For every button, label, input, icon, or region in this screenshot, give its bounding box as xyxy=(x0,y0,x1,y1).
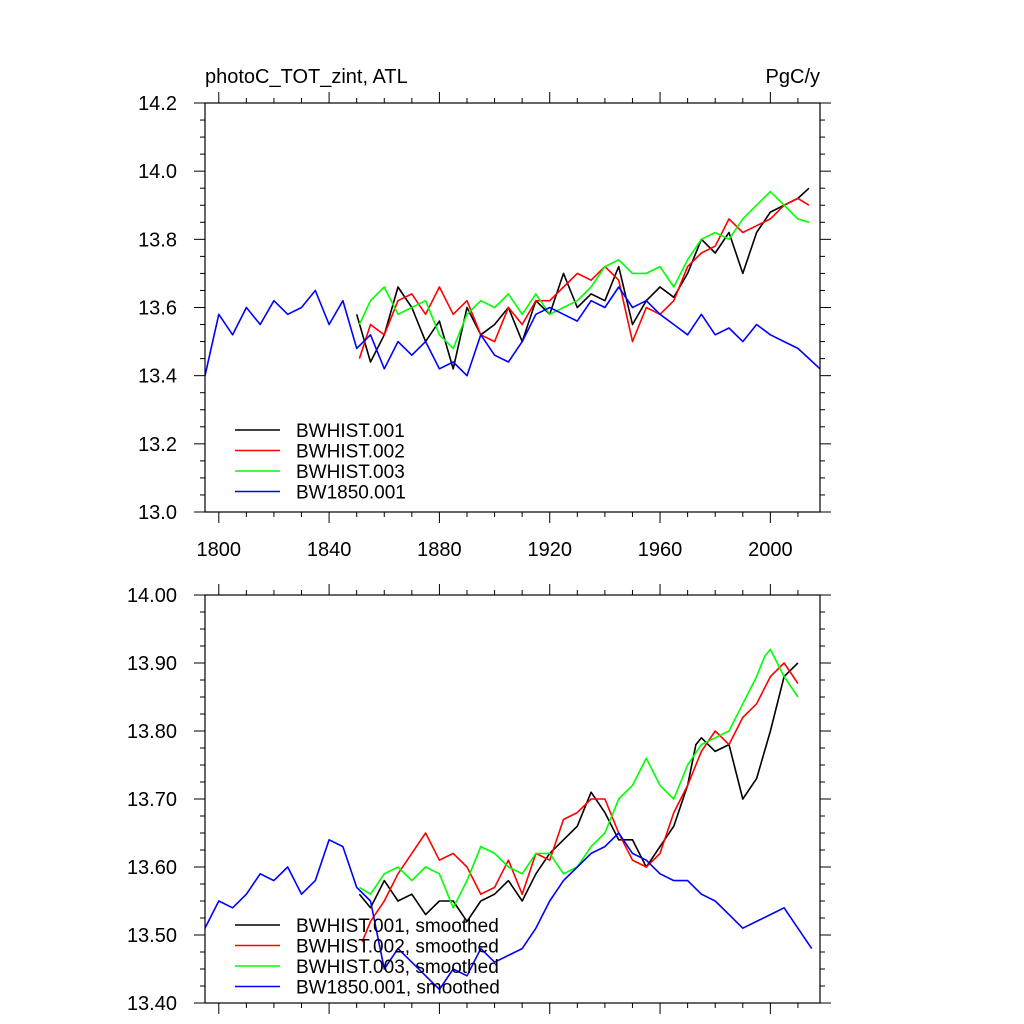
x-tick-label: 1800 xyxy=(197,539,242,561)
x-tick-label: 1840 xyxy=(307,539,352,561)
legend-label: BWHIST.003, smoothed xyxy=(296,957,499,978)
chart-title-left: photoC_TOT_zint, ATL xyxy=(205,66,408,88)
y-tick-label: 14.0 xyxy=(138,161,177,183)
y-tick-label: 13.80 xyxy=(127,721,177,743)
series-line-0 xyxy=(355,187,810,370)
series-line-3 xyxy=(205,832,813,991)
legend-label: BW1850.001, smoothed xyxy=(296,978,500,999)
series-line-2 xyxy=(358,648,799,909)
y-tick-label: 13.40 xyxy=(127,993,177,1015)
legend-label: BWHIST.003 xyxy=(296,462,405,483)
chart-title-right: PgC/y xyxy=(766,66,820,88)
series-line-3 xyxy=(205,286,820,377)
y-tick-label: 14.2 xyxy=(138,93,177,115)
legend-label: BWHIST.001, smoothed xyxy=(296,916,499,937)
top-panel: 1800 1840 1880 1920 1960 2000 13.0 13.2 13.4 13.6… xyxy=(138,66,831,561)
bottom-panel: 13.40 13.50 13.60 13.70 13.80 13.90 14.00 BWHIS… xyxy=(127,584,831,1015)
series-line-2 xyxy=(358,190,810,350)
y-tick-label: 13.70 xyxy=(127,789,177,811)
x-tick-label: 1880 xyxy=(417,539,462,561)
y-tick-label: 13.50 xyxy=(127,925,177,947)
y-tick-label: 13.8 xyxy=(138,229,177,251)
y-tick-label: 13.90 xyxy=(127,653,177,675)
series-group xyxy=(205,187,820,377)
legend-label: BWHIST.001 xyxy=(296,421,405,442)
y-tick-label: 13.60 xyxy=(127,857,177,879)
x-tick-label: 2000 xyxy=(748,539,793,561)
y-tick-label: 13.6 xyxy=(138,298,177,320)
series-line-0 xyxy=(358,662,799,923)
series-line-1 xyxy=(358,197,810,359)
legend-label: BWHIST.002, smoothed xyxy=(296,937,499,958)
y-tick-label: 13.4 xyxy=(138,366,177,388)
x-tick-label: 1920 xyxy=(527,539,572,561)
y-tick-label: 13.2 xyxy=(138,434,177,456)
legend-label: BWHIST.002 xyxy=(296,442,405,463)
series-group xyxy=(205,648,813,991)
legend-label: BW1850.001 xyxy=(296,483,406,504)
series-line-1 xyxy=(361,662,799,943)
x-tick-label: 1960 xyxy=(638,539,683,561)
y-tick-label: 14.00 xyxy=(127,585,177,607)
y-tick-label: 13.0 xyxy=(138,502,177,524)
